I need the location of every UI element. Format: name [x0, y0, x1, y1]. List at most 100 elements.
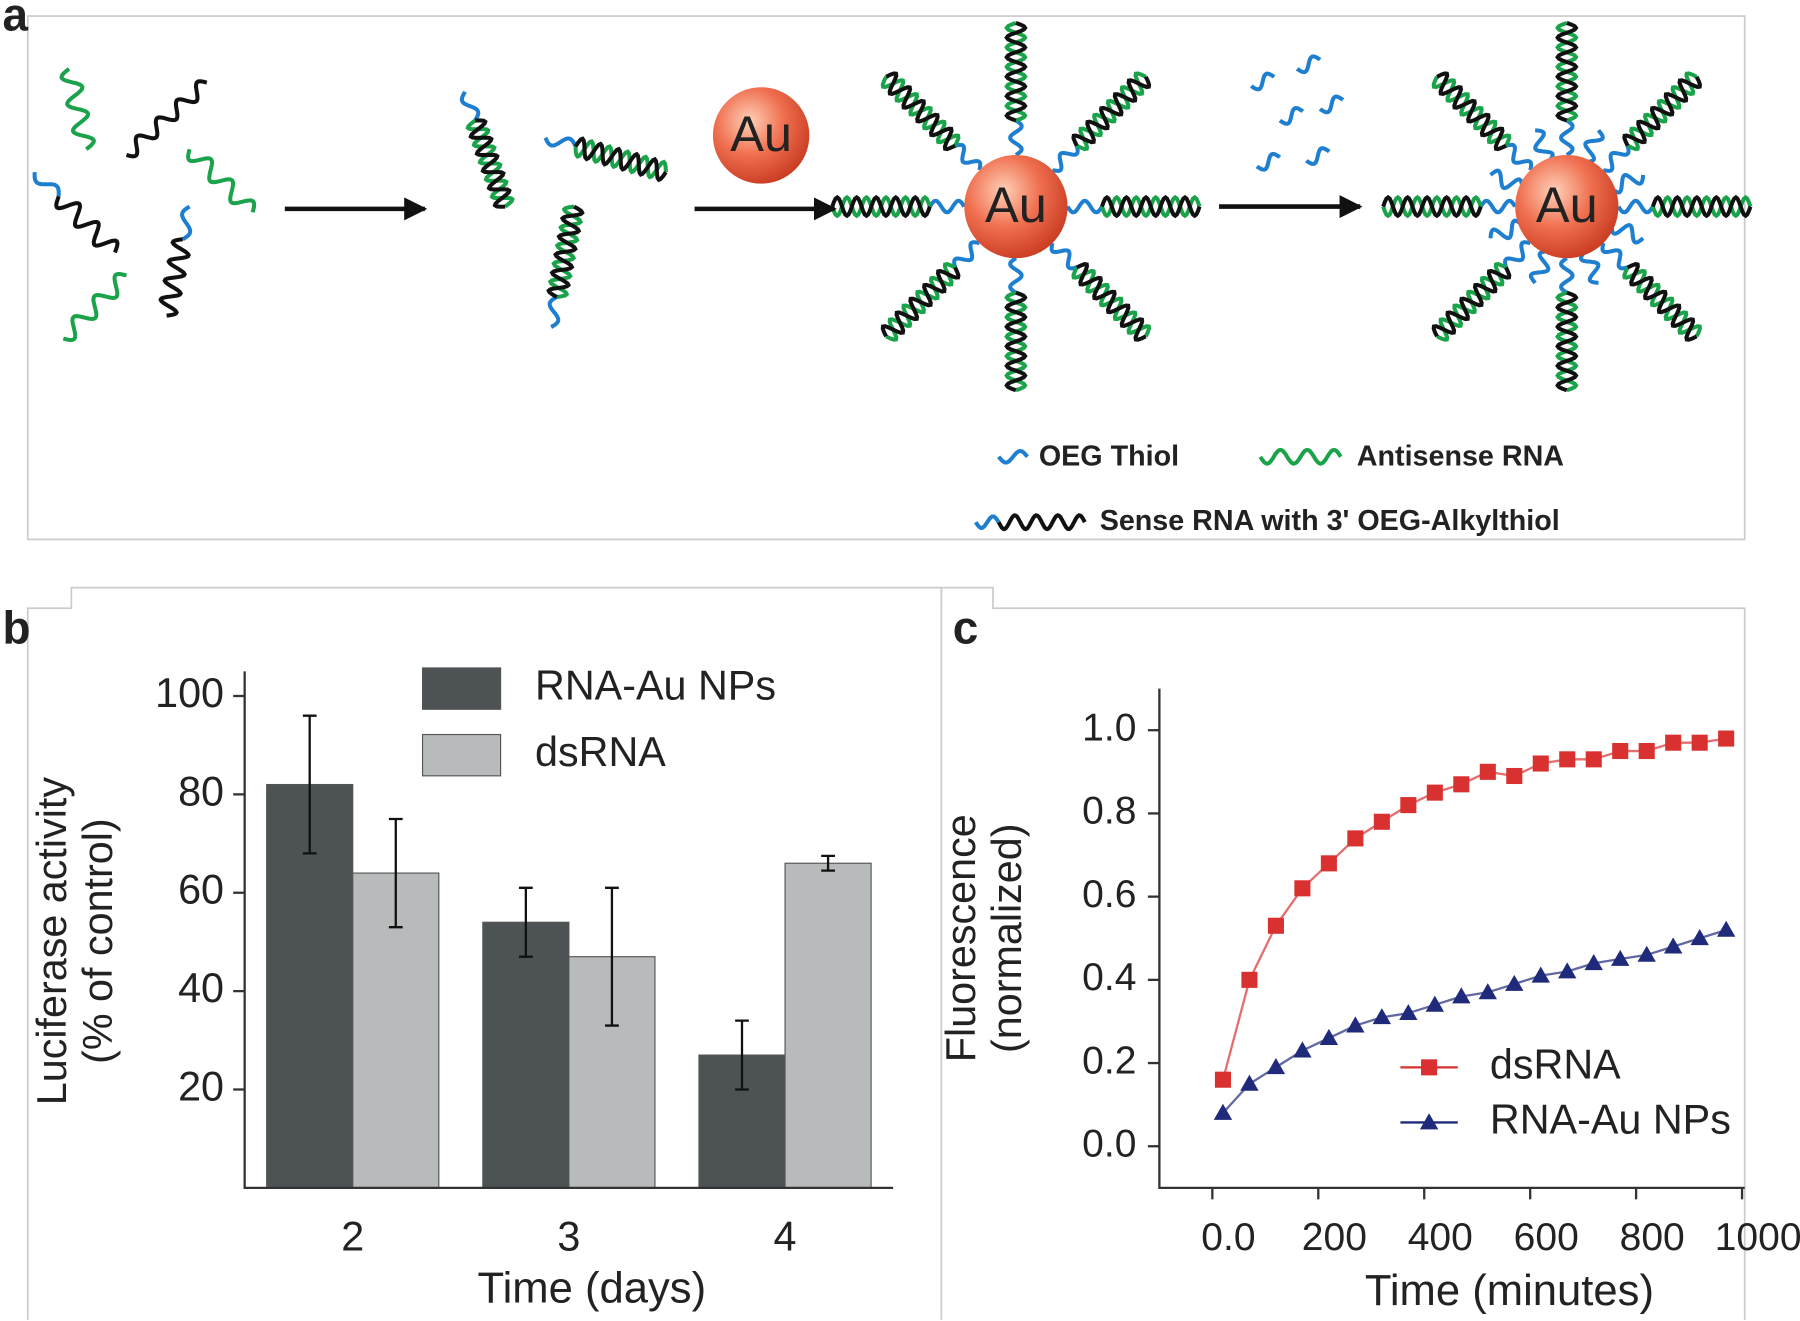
strand	[1505, 142, 1534, 171]
particle-label: Au	[730, 105, 792, 162]
strand	[1609, 222, 1645, 245]
marker	[1426, 784, 1443, 801]
marker	[1665, 734, 1682, 751]
y-axis-label: Fluorescence	[938, 814, 984, 1062]
strand	[1004, 290, 1028, 393]
y-tick-label: 60	[178, 867, 224, 913]
strand	[546, 204, 585, 299]
marker	[1399, 1003, 1418, 1021]
strand	[54, 195, 120, 254]
y-tick-label: 0.2	[1082, 1039, 1136, 1082]
marker	[1266, 1058, 1286, 1075]
strand	[1528, 249, 1551, 285]
x-tick-label: 4	[774, 1213, 797, 1259]
panel-frame	[940, 586, 1746, 1320]
strand	[952, 240, 980, 268]
marker	[1531, 966, 1550, 983]
marker	[1638, 742, 1655, 760]
bar	[784, 862, 872, 1189]
strand	[1278, 106, 1305, 126]
strand	[1488, 218, 1524, 241]
marker	[1559, 751, 1576, 768]
x-tick-label: 0.0	[1201, 1216, 1255, 1259]
strand	[1533, 128, 1555, 164]
strand	[1503, 240, 1531, 268]
strand	[1559, 118, 1575, 157]
strand	[974, 514, 1001, 530]
y-tick-label: 0.8	[1082, 790, 1136, 833]
marker	[1294, 880, 1311, 897]
marker	[1373, 813, 1390, 830]
error-bar	[605, 886, 619, 1027]
marker	[1400, 797, 1417, 814]
marker	[1425, 995, 1445, 1012]
axis	[243, 671, 894, 1190]
strand	[1051, 145, 1080, 173]
strand	[880, 266, 961, 338]
panel-label: b	[3, 601, 31, 653]
bar	[482, 921, 570, 1189]
marker	[1716, 920, 1736, 937]
gold-particle	[1515, 154, 1619, 259]
strand	[830, 194, 932, 219]
y-axis-label: (normalized)	[984, 823, 1030, 1053]
strand	[954, 142, 983, 171]
strand	[1100, 194, 1202, 219]
panel-label: c	[953, 601, 979, 653]
marker	[1691, 734, 1708, 751]
strand	[885, 71, 956, 152]
gold-particle	[964, 154, 1068, 259]
strand	[1479, 198, 1517, 215]
marker	[1452, 987, 1471, 1004]
particle-label: Au	[1536, 176, 1598, 233]
diagram: Au Au	[32, 21, 1753, 532]
marker	[1611, 949, 1630, 966]
marker	[1346, 1016, 1365, 1033]
x-tick-label: 200	[1302, 1216, 1367, 1259]
legend-label: dsRNA	[1490, 1041, 1621, 1087]
marker	[1584, 954, 1603, 971]
x-tick-label: 2	[341, 1213, 364, 1259]
strand	[543, 136, 578, 148]
strand	[62, 271, 127, 343]
marker	[1372, 1008, 1392, 1025]
legend-swatch	[421, 733, 502, 777]
marker	[1479, 763, 1496, 780]
marker	[1319, 1028, 1339, 1045]
x-tick-label: 3	[557, 1213, 580, 1259]
strand	[59, 67, 96, 151]
marker	[1213, 1103, 1233, 1120]
strand	[1436, 71, 1507, 152]
y-axis-label: (% of control)	[75, 818, 121, 1064]
strand	[997, 449, 1029, 465]
panel-label: a	[3, 0, 29, 40]
error-bar	[302, 714, 317, 855]
particle-label: Au	[985, 176, 1047, 233]
error-bar	[821, 854, 835, 872]
legend-text: Sense RNA with 3' OEG-Alkylthiol	[1100, 505, 1560, 537]
error-bar	[388, 817, 403, 929]
marker	[1558, 962, 1577, 979]
strand	[1602, 145, 1631, 173]
legend-marker	[1419, 1113, 1439, 1130]
y-tick-label: 0.6	[1082, 873, 1136, 916]
strand	[1295, 54, 1322, 75]
marker	[1506, 767, 1523, 785]
strand	[125, 79, 208, 159]
strand	[996, 513, 1087, 532]
strand	[459, 90, 481, 122]
y-tick-label: 80	[178, 768, 224, 814]
strand	[1008, 256, 1024, 295]
strand	[1431, 266, 1512, 338]
strand	[1610, 173, 1646, 195]
strand	[1559, 256, 1575, 295]
strand	[1065, 198, 1104, 215]
legend-text: OEG Thiol	[1039, 441, 1179, 473]
strand	[1305, 146, 1331, 166]
strand	[1622, 75, 1702, 147]
strand	[573, 136, 668, 183]
marker	[1718, 730, 1735, 747]
marker	[1347, 830, 1364, 847]
strand	[468, 118, 512, 209]
strand	[158, 237, 191, 318]
